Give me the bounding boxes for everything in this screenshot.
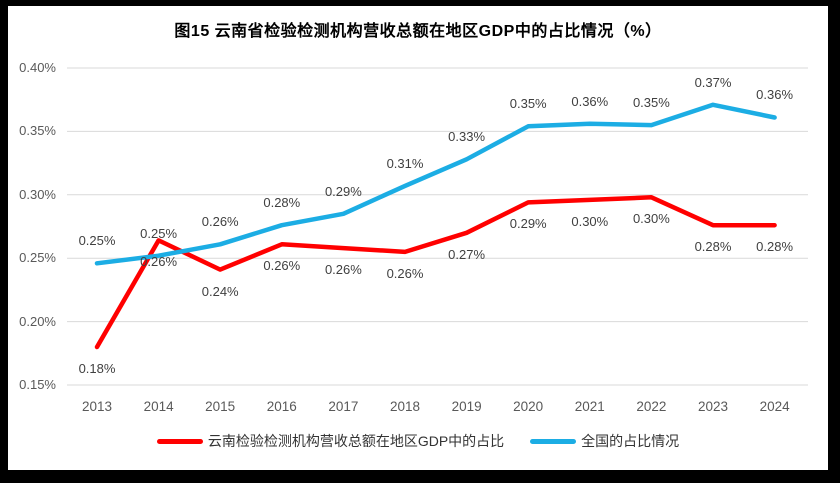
legend-label-yunnan: 云南检验检测机构营收总额在地区GDP中的占比 — [207, 433, 505, 449]
national-series-line — [94, 102, 777, 266]
chart-title: 图15 云南省检验检测机构营收总额在地区GDP中的占比情况（%） — [174, 23, 662, 40]
plot-area: 0.40% 0.35% 0.30% 0.25% 0.20% 0.15% 2013 2014 20… — [8, 6, 828, 470]
legend-item-yunnan: 云南检验检测机构营收总额在地区GDP中的占比 — [156, 431, 505, 451]
yunnan-line-swatch — [156, 438, 203, 444]
chart-canvas: 图15 云南省检验检测机构营收总额在地区GDP中的占比情况（%） 0.40% 0.… — [8, 6, 828, 470]
legend-item-national: 全国的占比情况 — [530, 431, 679, 451]
legend: 云南检验检测机构营收总额在地区GDP中的占比 全国的占比情况 — [8, 431, 828, 451]
legend-label-national: 全国的占比情况 — [581, 433, 680, 449]
yunnan-series-line — [94, 195, 777, 350]
national-line-swatch — [530, 438, 577, 444]
line-chart-svg — [67, 67, 808, 386]
